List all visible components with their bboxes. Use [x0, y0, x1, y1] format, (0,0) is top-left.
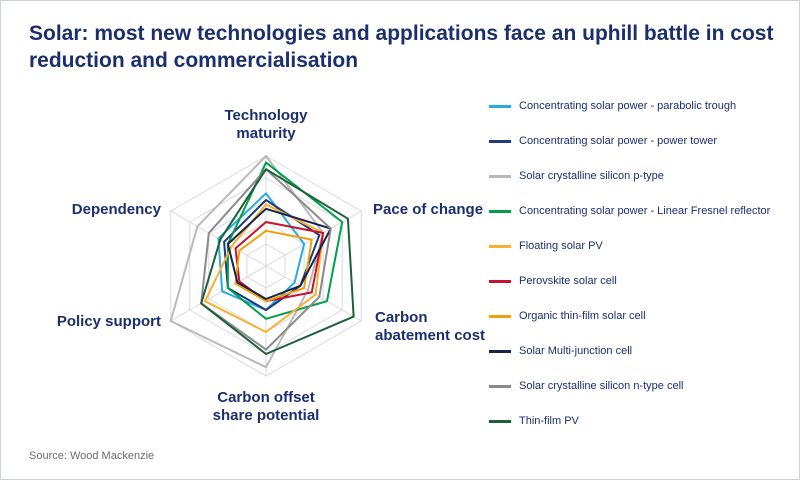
chart-title-line-1: Solar: most new technologies and applica… [29, 22, 774, 45]
axis-label-policy-support: Policy support [56, 313, 161, 330]
legend-swatch-solar-multi-junction-cell [489, 349, 511, 353]
legend-swatch-concentrating-solar-power-parabolic-trough [489, 104, 511, 108]
axis-label-pace-of-change: Pace of change [373, 201, 484, 218]
grid-spoke-pace-of-change [265, 210, 362, 267]
legend-item-perovskite-solar-cell[interactable]: Perovskite solar cell [489, 275, 791, 287]
legend-swatch-concentrating-solar-power-power-tower [489, 139, 511, 143]
legend-item-floating-solar-pv[interactable]: Floating solar PV [489, 240, 791, 252]
series-line-solar-crystalline-silicon-n-type-cell [200, 168, 332, 351]
legend-label: Perovskite solar cell [519, 275, 617, 287]
legend-swatch-organic-thin-film-solar-cell [489, 314, 511, 318]
legend-swatch-perovskite-solar-cell [489, 279, 511, 283]
legend-label: Floating solar PV [519, 240, 603, 252]
axis-label-technology-maturity: Technology maturity [224, 107, 308, 142]
legend-item-concentrating-solar-power-parabolic-trough[interactable]: Concentrating solar power - parabolic tr… [489, 100, 791, 112]
grid-spoke-policy-support [170, 265, 267, 322]
legend-swatch-floating-solar-pv [489, 244, 511, 248]
legend-item-solar-crystalline-silicon-p-type[interactable]: Solar crystalline silicon p-type [489, 170, 791, 182]
legend-label: Solar crystalline silicon p-type [519, 170, 664, 182]
legend-label: Concentrating solar power - power tower [519, 135, 718, 147]
series-line-concentrating-solar-power-power-tower [223, 199, 321, 311]
legend: Concentrating solar power - parabolic tr… [489, 100, 791, 427]
legend-swatch-solar-crystalline-silicon-n-type-cell [489, 384, 511, 388]
legend-swatch-solar-crystalline-silicon-p-type [489, 174, 511, 178]
grid-spoke-carbon-abatement-cost [265, 265, 362, 322]
legend-item-solar-crystalline-silicon-n-type-cell[interactable]: Solar crystalline silicon n-type cell [489, 380, 791, 392]
radar-plot [169, 155, 362, 377]
legend-label: Concentrating solar power - parabolic tr… [519, 100, 737, 112]
chart-title: Solar: most new technologies and applica… [29, 21, 774, 75]
chart-title-line-2: reduction and commercialisation [29, 48, 359, 72]
legend-item-thin-film-pv[interactable]: Thin-film PV [489, 415, 791, 427]
legend-item-concentrating-solar-power-power-tower[interactable]: Concentrating solar power - power tower [489, 135, 791, 147]
axis-label-carbon-abatement-cost: Carbon abatement cost [375, 309, 486, 344]
legend-label: Solar crystalline silicon n-type cell [519, 380, 684, 392]
axis-label-dependency: Dependency [71, 201, 161, 218]
legend-label: Organic thin-film solar cell [519, 310, 646, 322]
source-note: Source: Wood Mackenzie [29, 450, 155, 462]
series-line-organic-thin-film-solar-cell [234, 229, 313, 303]
legend-label: Concentrating solar power - Linear Fresn… [519, 205, 771, 217]
legend-swatch-thin-film-pv [489, 419, 511, 423]
legend-item-concentrating-solar-power-linear-fresnel-reflector[interactable]: Concentrating solar power - Linear Fresn… [489, 205, 791, 217]
legend-label: Solar Multi-junction cell [519, 345, 633, 357]
series-line-thin-film-pv [200, 168, 355, 355]
axis-label-carbon-offset-share-potential: Carbon offset share potential [212, 389, 320, 424]
legend-item-solar-multi-junction-cell[interactable]: Solar Multi-junction cell [489, 345, 791, 357]
legend-swatch-concentrating-solar-power-linear-fresnel-reflector [489, 209, 511, 213]
legend-label: Thin-film PV [519, 415, 579, 427]
legend-item-organic-thin-film-solar-cell[interactable]: Organic thin-film solar cell [489, 310, 791, 322]
